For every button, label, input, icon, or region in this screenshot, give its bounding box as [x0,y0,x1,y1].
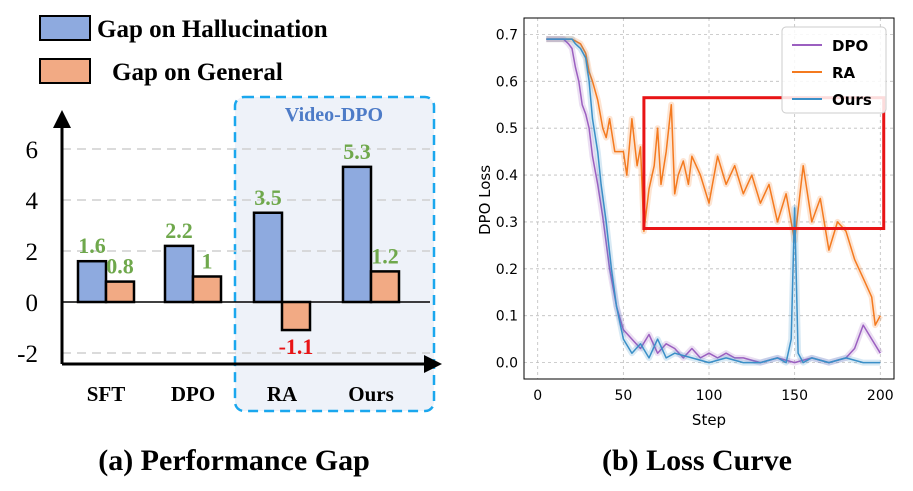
y-tick-labels: 0.0 0.1 0.2 0.3 0.4 0.5 0.6 0.7 [496,27,518,371]
x-tick-label: RA [267,382,298,406]
red-highlight-box [642,96,886,231]
line-chart-panel: 0.0 0.1 0.2 0.3 0.4 0.5 0.6 0.7 0 50 100 150 200 St… [476,17,895,477]
data-label: 3.5 [254,185,282,210]
y-tick-label: 2 [26,239,39,266]
y-tick-label: 0.2 [496,262,518,278]
y-tick-label: 0.6 [496,74,518,90]
legend-label-ours: Ours [832,91,872,109]
x-tick-label: 200 [867,388,894,404]
x-tick-labels: SFT DPO RA Ours [87,382,394,406]
x-tick-labels: 0 50 100 150 200 [533,388,893,404]
y-tick-label: 6 [26,137,39,164]
video-dpo-highlight-box [233,95,436,413]
highlight-box [642,96,886,231]
bar-dpo-hallucination [163,244,195,304]
panel-a-title: (a) Performance Gap [98,444,370,477]
y-tick-labels: -2 0 2 4 6 [17,137,38,368]
y-tick-label: 4 [26,188,39,215]
series-line-ra [546,38,881,326]
y-tick-label: 0 [26,290,39,317]
y-tick-label: 0.3 [496,215,518,231]
data-label: 5.3 [343,139,371,164]
x-tick-label: 150 [781,388,808,404]
series-line-ours [546,38,881,364]
bar-sft-general [104,280,136,304]
data-label: 1.2 [371,243,399,268]
bar-ra-general [280,300,312,332]
bar-chart-panel: Gap on Hallucination Gap on General Vide… [17,15,442,477]
x-axis-label: Step [692,411,726,429]
bar-dpo-general [191,275,223,304]
video-dpo-label: Video-DPO [285,104,383,126]
x-tick-label: DPO [171,382,215,406]
x-tick-label: 50 [614,388,632,404]
y-tick-label: 0.7 [496,27,518,43]
data-labels: 1.60.8 2.2 1 3.5 -1.1 5.3 1.2 [78,139,399,359]
x-tick-label: 100 [696,388,723,404]
bar-sft-hallucination [76,259,108,304]
data-label: -1.1 [279,334,314,359]
data-label: 1 [202,249,213,274]
y-tick-label: -2 [17,341,38,368]
legend-label-general: Gap on General [112,59,283,86]
bar-ra-hallucination [252,211,284,304]
x-axis-arrowhead [424,355,442,373]
x-tick-label: Ours [348,382,394,406]
x-tick-label: SFT [87,382,126,406]
y-tick-label: 0.4 [496,168,518,184]
legend: DPO RA Ours [781,26,887,114]
x-tick-label: 0 [533,388,542,404]
y-tick-label: 0.5 [496,121,518,137]
legend-label-hallucination: Gap on Hallucination [97,16,328,43]
y-axis-arrowhead [53,110,71,128]
y-tick-label: 0.1 [496,309,518,325]
y-tick-label: 0.0 [496,356,518,372]
bar-ours-hallucination [341,165,373,304]
plot-frame [523,17,895,380]
series-lines [546,36,883,366]
data-label: 1.6 [78,233,106,258]
y-axis-label: DPO Loss [476,165,494,235]
data-label: 2.2 [165,218,193,243]
axes [53,110,442,373]
legend-swatch-hallucination [39,15,91,41]
legend-frame [781,26,887,114]
bars [76,165,401,332]
legend-swatch-general [39,58,91,84]
legend-label-ra: RA [832,64,856,82]
legend-label-dpo: DPO [832,37,868,55]
bar-ours-general [369,270,401,304]
legend: Gap on Hallucination Gap on General [39,15,328,86]
data-label: 0.8 [106,254,134,279]
panel-b-title: (b) Loss Curve [602,444,792,477]
